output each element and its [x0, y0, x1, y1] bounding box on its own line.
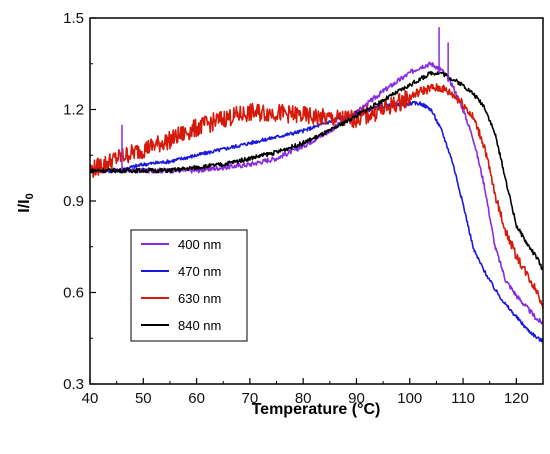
x-axis-title: Temperature (°C) — [252, 401, 381, 418]
x-tick-label: 40 — [82, 390, 99, 407]
legend-label: 840 nm — [178, 318, 221, 333]
x-tick-label: 90 — [348, 390, 365, 407]
legend-box — [130, 229, 248, 342]
legend-label: 470 nm — [178, 264, 221, 279]
legend-label: 630 nm — [178, 291, 221, 306]
y-tick-label: 0.6 — [63, 285, 84, 302]
y-tick-label: 0.3 — [63, 376, 84, 393]
y-axis-title-main: I/I — [16, 199, 33, 212]
x-tick-label: 80 — [295, 390, 312, 407]
y-tick-label: 1.2 — [63, 102, 84, 119]
plot-marks — [89, 27, 544, 343]
series-line-840-nm — [89, 70, 544, 271]
series-line-630-nm — [89, 83, 544, 309]
y-axis-title-subscript: 0 — [24, 193, 36, 199]
x-tick-label: 100 — [397, 390, 422, 407]
x-tick-label: 110 — [451, 390, 475, 407]
legend-label: 400 nm — [178, 237, 221, 252]
axis-ticks: 40 50 60 70 80 90 100 110 120 0.3 0.6 0.9 1.2 1.5 — [63, 10, 529, 407]
series-line-470-nm — [89, 100, 544, 343]
x-tick-label: 60 — [188, 390, 205, 407]
y-tick-label: 0.9 — [63, 193, 84, 210]
y-axis-title: I/I0 — [16, 193, 36, 212]
x-tick-label: 50 — [135, 390, 152, 407]
x-tick-label: 70 — [242, 390, 259, 407]
legend: 400 nm 470 nm 630 nm 840 nm — [130, 229, 248, 342]
y-tick-label: 1.5 — [63, 10, 84, 27]
x-tick-label: 120 — [504, 390, 529, 407]
